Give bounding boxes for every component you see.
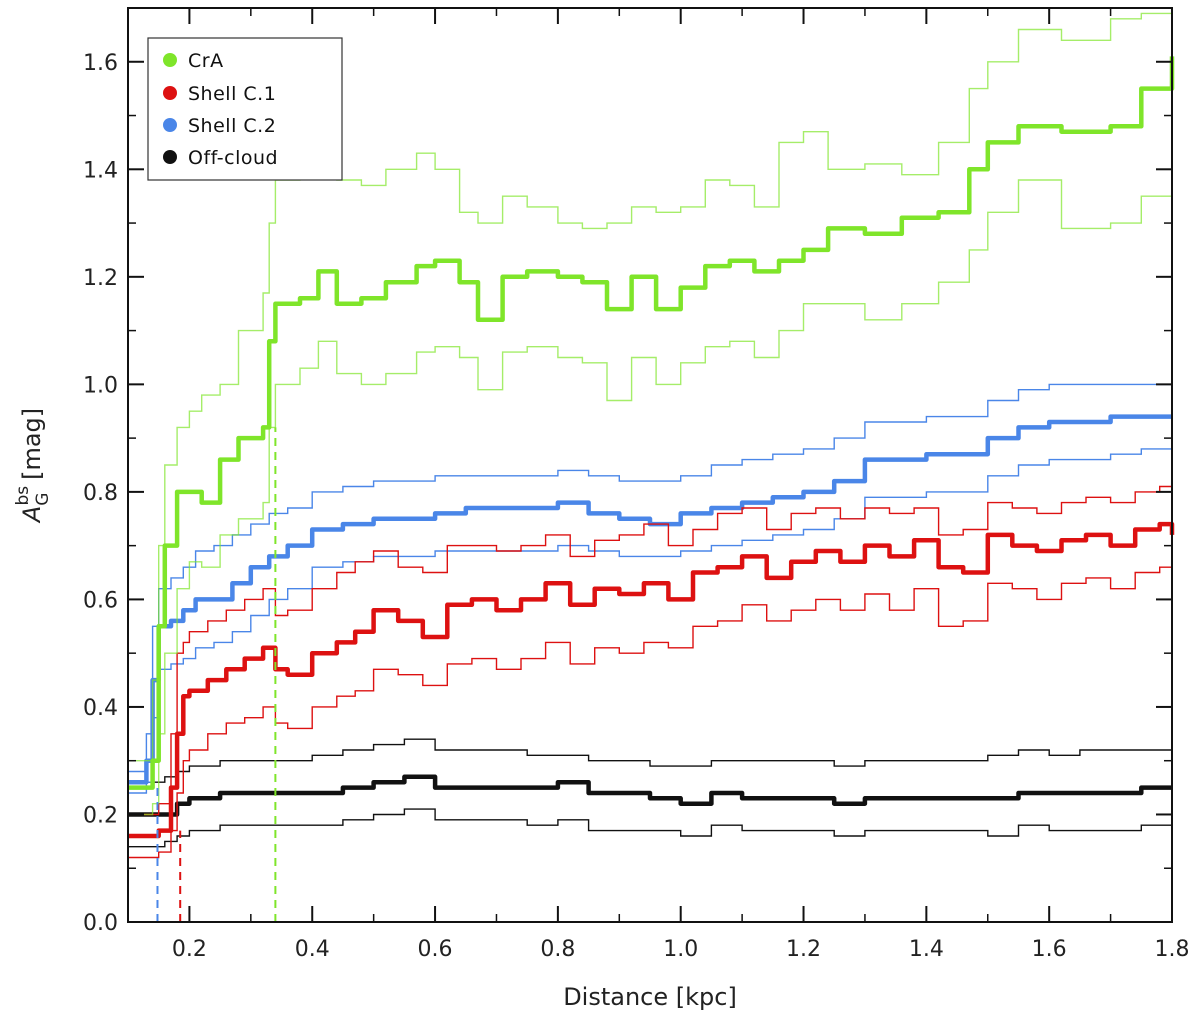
series-shell-c-2-line — [128, 414, 1172, 785]
x-tick-label: 1.4 — [909, 937, 944, 962]
x-tick-label: 1.2 — [786, 937, 821, 962]
x-tick-label: 1.6 — [1032, 937, 1067, 962]
legend-marker-cra — [163, 53, 177, 67]
legend-label-shell-c1: Shell C.1 — [188, 83, 276, 105]
series-cra-line — [128, 56, 1175, 790]
x-tick-label: 0.6 — [418, 937, 453, 962]
series-layer — [128, 8, 1175, 922]
legend-marker-shell-c1 — [163, 86, 177, 100]
legend-box — [147, 37, 343, 181]
series-cra-lower-line — [128, 126, 1173, 816]
y-tick-label: 1.4 — [83, 158, 118, 183]
series-shell-c-1-line — [128, 521, 1175, 839]
x-tick-label: 1.8 — [1155, 937, 1190, 962]
y-tick-label: 1.0 — [83, 373, 118, 398]
y-axis-label-sup: bs — [13, 486, 33, 506]
series-off-cloud-upper-line — [128, 738, 1172, 783]
y-axis-label-sub: G — [33, 493, 53, 506]
series-off-cloud — [128, 738, 1172, 848]
y-axis-label-unit: [mag] — [18, 408, 46, 480]
x-tick-label: 0.4 — [295, 937, 330, 962]
y-tick-label: 0.4 — [83, 696, 118, 721]
series-shell-c-2-lower-line — [128, 448, 1172, 794]
series-cra-upper-line — [128, 8, 1173, 762]
series-shell-c-1-lower-line — [128, 566, 1173, 859]
y-tick-label: 0.6 — [83, 588, 118, 613]
y-tick-label: 0.2 — [83, 803, 118, 828]
legend-label-shell-c2: Shell C.2 — [188, 115, 276, 137]
x-tick-label: 0.8 — [540, 937, 575, 962]
series-off-cloud-lower-line — [128, 808, 1172, 848]
legend: CrA Shell C.1 Shell C.2 Off-cloud — [147, 37, 343, 181]
x-tick-label: 1.0 — [663, 937, 698, 962]
series-shell-c-1-upper-line — [128, 485, 1173, 816]
series-off-cloud-line — [128, 774, 1172, 817]
legend-label-cra: CrA — [188, 50, 224, 72]
y-tick-label: 0.8 — [83, 481, 118, 506]
series-shell-c-2-upper-line — [128, 383, 1172, 773]
y-tick-label: 1.6 — [83, 51, 118, 76]
series-shell-c-2 — [128, 383, 1172, 794]
legend-marker-shell-c2 — [163, 118, 177, 132]
legend-marker-off-cloud — [163, 150, 177, 164]
axes-layer: 0.0 0.2 0.4 0.6 0.8 1.0 1.2 1.4 1.6 0.2 0.4 0.6 0.8 1… — [83, 7, 1190, 962]
y-axis-label: AGbs [mag] — [13, 408, 53, 524]
y-axis-label-base: A — [18, 506, 46, 524]
legend-label-off-cloud: Off-cloud — [188, 147, 278, 169]
y-tick-label: 1.2 — [83, 266, 118, 291]
x-axis-label: Distance [kpc] — [563, 983, 737, 1011]
x-tick-label: 0.2 — [172, 937, 207, 962]
series-cra — [128, 8, 1175, 816]
series-shell-c-1 — [128, 485, 1175, 859]
plot-frame — [127, 7, 1173, 923]
y-tick-label: 0.0 — [83, 911, 118, 936]
svg-text:AGbs[mag]: AGbs [mag] — [13, 408, 53, 524]
